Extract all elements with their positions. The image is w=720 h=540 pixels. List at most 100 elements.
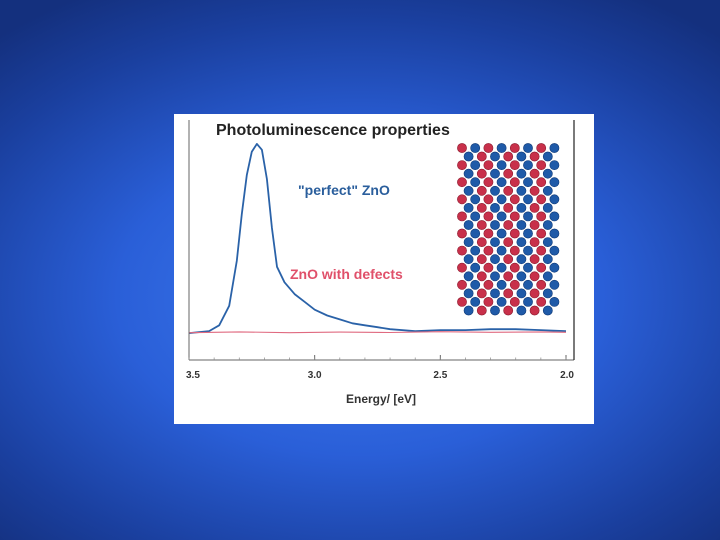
- atom-red: [503, 220, 514, 230]
- atom-blue: [523, 143, 533, 153]
- atom-red: [457, 228, 467, 239]
- atom-blue: [542, 288, 553, 299]
- atom-red: [529, 288, 540, 299]
- atom-blue: [496, 211, 507, 222]
- atom-red: [509, 228, 520, 239]
- atom-blue: [516, 254, 527, 265]
- atom-red: [503, 151, 514, 162]
- atom-red: [476, 254, 487, 265]
- atom-red: [503, 254, 514, 265]
- atom-blue: [516, 237, 527, 248]
- atom-red: [476, 203, 487, 213]
- atom-blue: [463, 185, 474, 196]
- atom-blue: [463, 254, 474, 265]
- atom-red: [536, 279, 547, 290]
- atom-red: [529, 305, 540, 316]
- atom-blue: [549, 211, 560, 222]
- atom-red: [503, 305, 514, 316]
- atom-blue: [516, 220, 527, 230]
- atom-red: [476, 288, 487, 299]
- x-axis: 3.5 3.0 2.5 2.0: [186, 120, 575, 381]
- atom-blue: [516, 271, 527, 282]
- atom-red: [536, 211, 547, 222]
- photoluminescence-chart: Photoluminescence properties "perfect" Z…: [186, 120, 575, 406]
- atom-red: [503, 237, 514, 248]
- atom-blue: [523, 296, 533, 307]
- atom-blue: [516, 288, 527, 299]
- atom-blue: [470, 262, 481, 273]
- atom-red: [509, 143, 520, 153]
- atom-red: [509, 279, 520, 290]
- x-tick-label: 3.5: [186, 370, 200, 381]
- atom-blue: [463, 203, 474, 213]
- atom-blue: [463, 220, 474, 230]
- zno-crystal-lattice-icon: [457, 143, 560, 316]
- atom-blue: [523, 194, 533, 205]
- atom-blue: [549, 245, 560, 256]
- atom-blue: [470, 143, 481, 153]
- atom-blue: [549, 194, 560, 205]
- atom-blue: [523, 262, 533, 273]
- atom-blue: [470, 211, 481, 222]
- atom-red: [503, 185, 514, 196]
- atom-blue: [490, 185, 500, 196]
- atom-blue: [549, 279, 560, 290]
- atom-red: [536, 143, 547, 153]
- atom-blue: [463, 288, 474, 299]
- atom-blue: [470, 245, 481, 256]
- atom-red: [476, 305, 487, 316]
- atom-red: [457, 143, 467, 153]
- atom-blue: [490, 271, 500, 282]
- atom-blue: [542, 237, 553, 248]
- atom-blue: [490, 203, 500, 213]
- atom-red: [509, 262, 520, 273]
- atom-red: [536, 177, 547, 188]
- atom-blue: [496, 160, 507, 170]
- atom-blue: [490, 305, 500, 316]
- atom-red: [476, 151, 487, 162]
- figure-panel: Photoluminescence properties "perfect" Z…: [174, 114, 594, 424]
- atom-blue: [523, 211, 533, 222]
- atom-red: [483, 262, 494, 273]
- atom-blue: [516, 305, 527, 316]
- atom-red: [529, 271, 540, 282]
- atom-red: [529, 203, 540, 213]
- atom-red: [509, 296, 520, 307]
- atom-blue: [490, 220, 500, 230]
- atom-red: [529, 220, 540, 230]
- atom-blue: [463, 237, 474, 248]
- atom-red: [483, 279, 494, 290]
- atom-blue: [470, 177, 481, 188]
- atom-red: [509, 245, 520, 256]
- atom-red: [457, 177, 467, 188]
- atom-red: [509, 211, 520, 222]
- plot-area: [188, 143, 567, 334]
- atom-blue: [549, 262, 560, 273]
- atom-blue: [470, 160, 481, 170]
- atom-blue: [523, 228, 533, 239]
- atom-blue: [549, 143, 560, 153]
- atom-blue: [523, 177, 533, 188]
- atom-red: [529, 168, 540, 179]
- atom-blue: [542, 203, 553, 213]
- atom-red: [457, 262, 467, 273]
- chart-title: Photoluminescence properties: [216, 122, 450, 139]
- atom-blue: [549, 177, 560, 188]
- atom-blue: [523, 245, 533, 256]
- atom-red: [476, 168, 487, 179]
- atom-blue: [542, 185, 553, 196]
- atom-blue: [463, 271, 474, 282]
- atom-blue: [490, 288, 500, 299]
- atom-blue: [542, 168, 553, 179]
- atom-red: [503, 203, 514, 213]
- atom-red: [529, 185, 540, 196]
- atom-red: [536, 228, 547, 239]
- x-axis-label: Energy/ [eV]: [346, 392, 416, 406]
- atom-red: [503, 288, 514, 299]
- series-zno-defects-line: [188, 331, 567, 334]
- atom-red: [483, 160, 494, 170]
- atom-red: [483, 245, 494, 256]
- atom-red: [503, 168, 514, 179]
- atom-red: [457, 296, 467, 307]
